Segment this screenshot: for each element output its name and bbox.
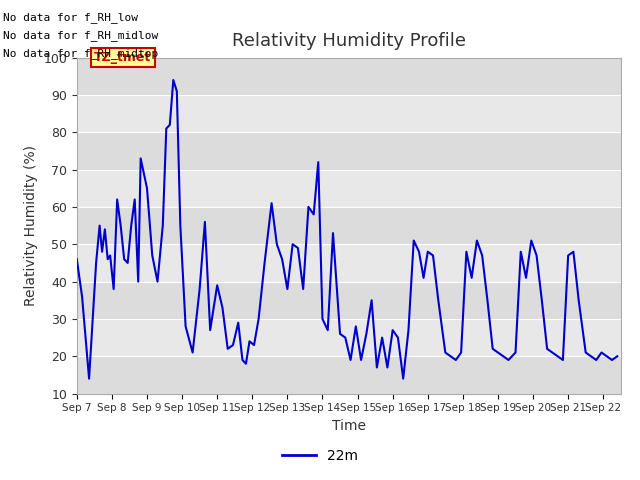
Text: TZ_tmet: TZ_tmet (94, 51, 152, 64)
Text: No data for f_RH_midtop: No data for f_RH_midtop (3, 48, 159, 60)
Bar (77, 132, 621, 169)
Bar (77, 58, 621, 95)
Bar (77, 95, 621, 132)
Bar (77, 207, 621, 244)
Bar (77, 319, 621, 356)
X-axis label: Time: Time (332, 419, 366, 433)
Text: No data for f_RH_midlow: No data for f_RH_midlow (3, 30, 159, 41)
Text: No data for f_RH_low: No data for f_RH_low (3, 12, 138, 23)
Bar (77, 282, 621, 319)
Bar (77, 356, 621, 394)
Y-axis label: Relativity Humidity (%): Relativity Humidity (%) (24, 145, 38, 306)
Bar (77, 244, 621, 282)
Title: Relativity Humidity Profile: Relativity Humidity Profile (232, 33, 466, 50)
Bar (77, 169, 621, 207)
Legend: 22m: 22m (276, 443, 364, 468)
